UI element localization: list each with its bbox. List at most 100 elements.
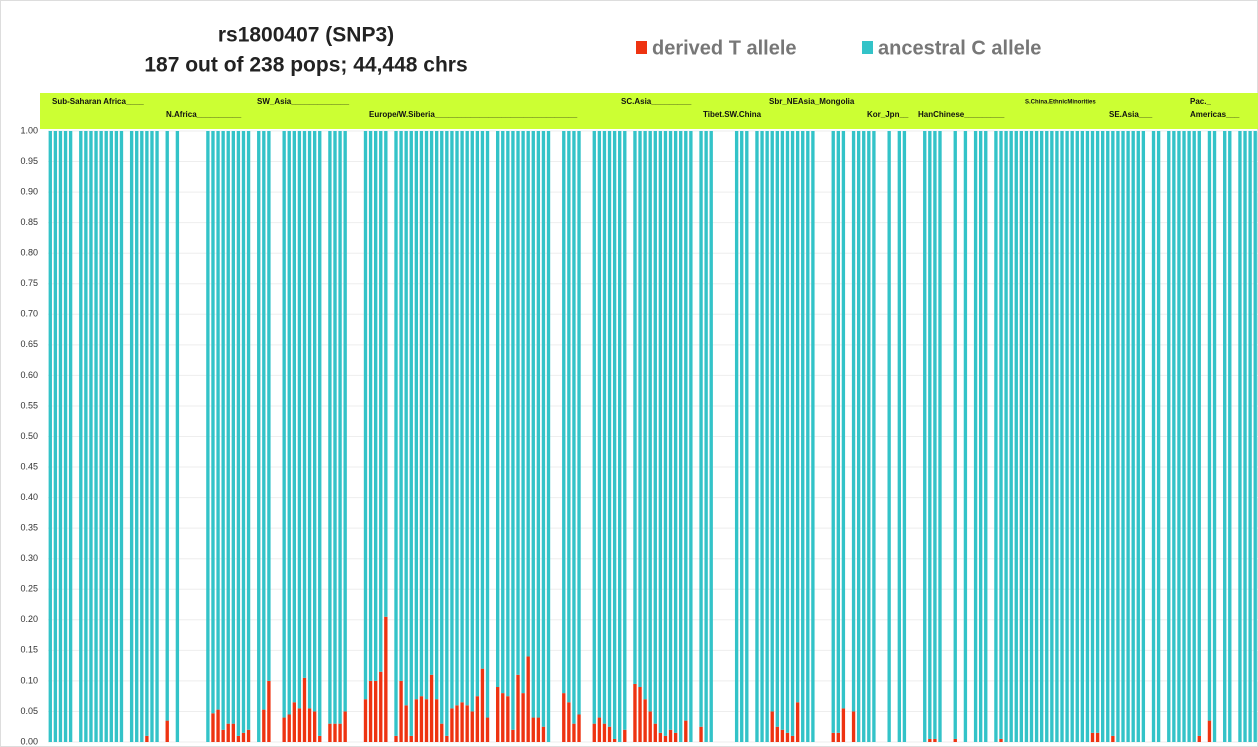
bar-segment — [485, 131, 490, 718]
bar-segment — [145, 131, 149, 736]
bar-segment — [928, 131, 932, 739]
bar-segment — [384, 131, 388, 617]
bar-segment — [592, 131, 596, 724]
bar-segment — [1167, 131, 1171, 742]
bar-segment — [1019, 131, 1024, 742]
bar-segment — [455, 705, 459, 742]
bar-segment — [394, 735, 398, 742]
y-tick-label: 0.35 — [20, 523, 38, 533]
bar-segment — [373, 131, 378, 681]
bar-segment — [241, 732, 246, 742]
bar-segment — [429, 131, 434, 675]
bar-segment — [1101, 131, 1105, 742]
bar-segment — [623, 131, 627, 730]
bar-segment — [409, 735, 413, 742]
bar-segment — [1075, 131, 1079, 742]
bar-segment — [1141, 131, 1146, 742]
bar-segment — [1090, 131, 1095, 733]
bar-segment — [745, 131, 749, 742]
bar-segment — [1060, 131, 1064, 742]
y-tick-label: 0.80 — [20, 248, 38, 258]
bar-segment — [928, 738, 932, 742]
bar-segment — [790, 131, 795, 736]
bar-segment — [1238, 131, 1242, 742]
bar-segment — [414, 699, 419, 742]
bar-segment — [577, 131, 581, 715]
bar-segment — [1131, 131, 1135, 742]
bar-segment — [1121, 131, 1125, 742]
bar-segment — [129, 131, 134, 742]
region-label: N.Africa__________ — [166, 110, 242, 119]
bar-segment — [668, 729, 673, 742]
bar-segment — [363, 131, 368, 700]
bar-segment — [465, 131, 469, 706]
bar-segment — [572, 723, 576, 742]
bar-segment — [953, 738, 957, 742]
region-label: S.China.EthnicMinorities — [1025, 100, 1096, 106]
bar-segment — [226, 131, 230, 724]
bar-segment — [302, 677, 307, 742]
bar-segment — [414, 131, 419, 700]
bar-segment — [841, 131, 846, 709]
bar-segment — [1172, 131, 1176, 742]
bar-segment — [1248, 131, 1252, 742]
bar-segment — [475, 131, 480, 697]
bar-segment — [704, 131, 708, 742]
bar-segment — [231, 723, 235, 742]
bar-segment — [58, 131, 63, 742]
bar-segment — [221, 729, 225, 742]
bar-segment — [1207, 131, 1212, 721]
bar-segment — [496, 131, 500, 688]
region-label: SC.Asia_________ — [621, 97, 692, 106]
bar-segment — [292, 131, 296, 703]
bar-segment — [1223, 131, 1227, 742]
bar-segment — [460, 702, 464, 742]
region-label: SW_Asia_____________ — [257, 97, 350, 106]
bar-segment — [506, 696, 510, 742]
bar-segment — [597, 717, 602, 742]
bar-segment — [236, 131, 241, 736]
bar-segment — [150, 131, 154, 742]
bar-segment — [1182, 131, 1186, 742]
bar-segment — [104, 131, 108, 742]
y-tick-label: 0.25 — [20, 584, 38, 594]
bar-segment — [1243, 131, 1247, 742]
bar-segment — [994, 131, 998, 742]
bar-segment — [99, 131, 103, 742]
y-tick-label: 0.00 — [20, 736, 38, 746]
bar-segment — [1187, 131, 1191, 742]
bar-segment — [516, 674, 520, 742]
bar-segment — [312, 711, 317, 742]
bar-segment — [221, 131, 225, 730]
bar-segment — [648, 131, 652, 712]
y-tick-label: 1.00 — [20, 125, 38, 135]
bar-segment — [475, 696, 480, 742]
bar-segment — [633, 131, 637, 684]
bar-segment — [770, 711, 774, 742]
bar-segment — [612, 131, 617, 739]
bar-segment — [541, 131, 546, 727]
bar-segment — [978, 131, 983, 742]
bar-segment — [592, 723, 596, 742]
bar-segment — [338, 723, 342, 742]
bar-segment — [206, 131, 210, 742]
bar-segment — [1253, 131, 1257, 742]
region-label: Americas___ — [1190, 110, 1240, 119]
bar-segment — [862, 131, 866, 742]
bar-segment — [526, 656, 530, 742]
bar-segment — [897, 131, 901, 742]
bar-segment — [597, 131, 602, 718]
bar-segment — [282, 717, 286, 742]
bar-segment — [663, 131, 668, 736]
bar-segment — [307, 708, 312, 742]
bar-segment — [806, 131, 810, 742]
bar-segment — [521, 693, 525, 742]
bar-segment — [145, 735, 149, 742]
bar-segment — [795, 702, 800, 742]
bar-segment — [1045, 131, 1049, 742]
bar-segment — [780, 729, 785, 742]
y-tick-label: 0.10 — [20, 675, 38, 685]
bar-segment — [973, 131, 978, 742]
bar-segment — [424, 699, 429, 742]
bar-segment — [246, 131, 251, 730]
